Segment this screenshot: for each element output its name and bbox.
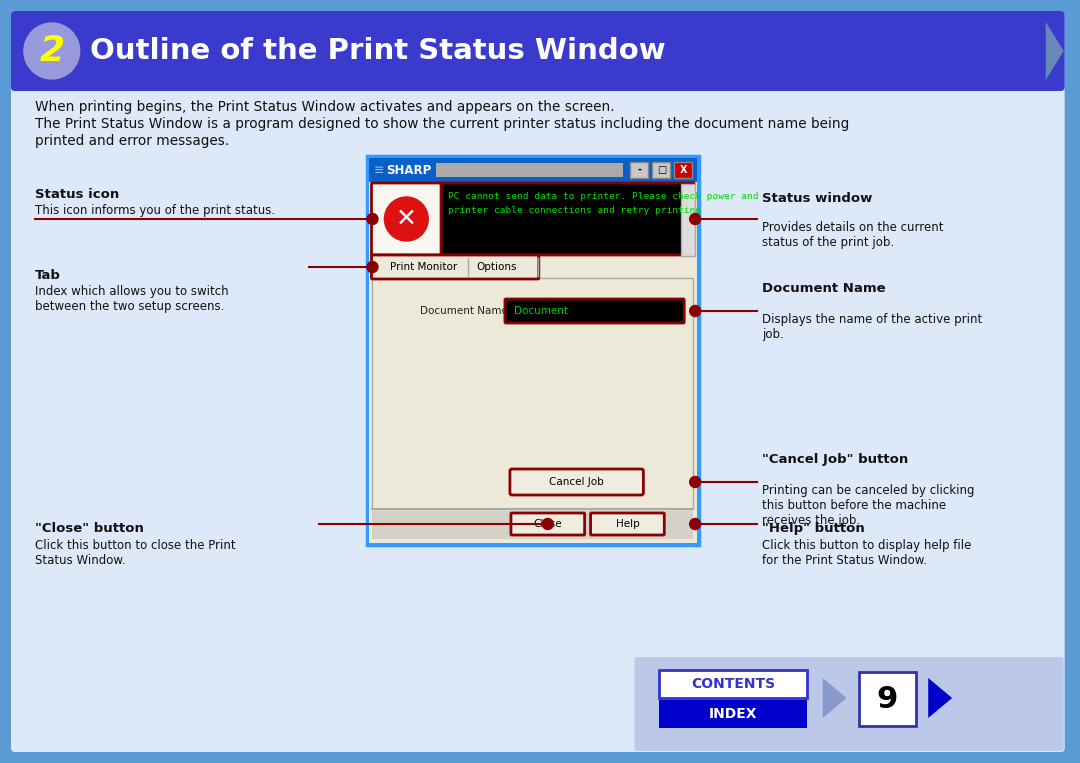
Text: Document Name: Document Name [761, 282, 886, 295]
Text: CONTENTS: CONTENTS [691, 677, 775, 691]
Text: Status icon: Status icon [35, 188, 119, 201]
FancyBboxPatch shape [511, 513, 584, 535]
Text: Close: Close [534, 519, 562, 529]
Text: receives the job.: receives the job. [761, 514, 860, 527]
FancyBboxPatch shape [436, 163, 623, 177]
Text: Displays the name of the active print: Displays the name of the active print [761, 313, 982, 326]
FancyBboxPatch shape [681, 184, 696, 256]
Circle shape [690, 305, 701, 317]
Text: Document: Document [514, 306, 568, 316]
FancyBboxPatch shape [510, 469, 644, 495]
Text: Help: Help [616, 519, 639, 529]
Text: 2: 2 [39, 34, 65, 68]
Text: PC cannot send data to printer. Please check power and: PC cannot send data to printer. Please c… [448, 192, 758, 201]
Text: Provides details on the current: Provides details on the current [761, 221, 944, 234]
Text: Cancel Job: Cancel Job [550, 477, 604, 487]
Circle shape [690, 477, 701, 488]
FancyBboxPatch shape [11, 11, 1065, 752]
Text: -: - [637, 165, 642, 175]
Text: ✕: ✕ [396, 207, 417, 231]
Text: Print Monitor: Print Monitor [390, 262, 458, 272]
FancyBboxPatch shape [11, 11, 1065, 91]
Text: Click this button to display help file: Click this button to display help file [761, 539, 971, 552]
Text: "Close" button: "Close" button [35, 522, 144, 535]
FancyBboxPatch shape [659, 670, 807, 698]
FancyBboxPatch shape [372, 183, 442, 255]
Circle shape [690, 519, 701, 530]
Text: Document Name:: Document Name: [420, 306, 512, 316]
Polygon shape [823, 678, 847, 718]
FancyBboxPatch shape [859, 672, 916, 726]
Text: When printing begins, the Print Status Window activates and appears on the scree: When printing begins, the Print Status W… [35, 100, 615, 114]
Text: X: X [679, 165, 687, 175]
Text: Index which allows you to switch: Index which allows you to switch [35, 285, 229, 298]
Text: Outline of the Print Status Window: Outline of the Print Status Window [90, 37, 665, 65]
FancyBboxPatch shape [591, 513, 664, 535]
Text: Options: Options [476, 262, 516, 272]
Text: this button before the machine: this button before the machine [761, 499, 946, 512]
FancyBboxPatch shape [652, 162, 671, 178]
FancyBboxPatch shape [373, 278, 693, 509]
Text: "Cancel Job" button: "Cancel Job" button [761, 453, 908, 466]
FancyBboxPatch shape [372, 255, 539, 279]
Text: for the Print Status Window.: for the Print Status Window. [761, 554, 927, 567]
Circle shape [24, 23, 80, 79]
Circle shape [384, 197, 429, 241]
Text: This icon informs you of the print status.: This icon informs you of the print statu… [35, 204, 275, 217]
Text: "Help" button: "Help" button [761, 522, 865, 535]
Text: Click this button to close the Print: Click this button to close the Print [35, 539, 235, 552]
Text: status of the print job.: status of the print job. [761, 236, 894, 249]
Polygon shape [1045, 22, 1064, 80]
Text: SHARP: SHARP [387, 163, 432, 176]
Circle shape [367, 214, 378, 224]
Text: Status Window.: Status Window. [35, 554, 125, 567]
Circle shape [542, 519, 553, 530]
FancyBboxPatch shape [366, 156, 699, 545]
FancyBboxPatch shape [505, 299, 685, 323]
Polygon shape [928, 678, 953, 718]
FancyBboxPatch shape [368, 158, 698, 543]
Text: Printing can be canceled by clicking: Printing can be canceled by clicking [761, 484, 974, 497]
FancyBboxPatch shape [373, 511, 693, 539]
FancyBboxPatch shape [442, 183, 694, 255]
Text: printer cable connections and retry printing: printer cable connections and retry prin… [448, 206, 701, 215]
Text: 9: 9 [877, 684, 899, 713]
FancyBboxPatch shape [631, 162, 648, 178]
Text: printed and error messages.: printed and error messages. [35, 134, 229, 148]
Text: Status window: Status window [761, 192, 873, 205]
Text: The Print Status Window is a program designed to show the current printer status: The Print Status Window is a program des… [35, 117, 849, 131]
FancyBboxPatch shape [674, 162, 692, 178]
Text: job.: job. [761, 328, 784, 341]
FancyBboxPatch shape [634, 657, 1064, 751]
Text: between the two setup screens.: between the two setup screens. [35, 300, 225, 313]
Text: INDEX: INDEX [708, 707, 757, 721]
Text: ≡: ≡ [374, 163, 384, 176]
FancyBboxPatch shape [368, 158, 698, 182]
Circle shape [690, 214, 701, 224]
Circle shape [367, 262, 378, 272]
FancyBboxPatch shape [659, 700, 807, 728]
Text: Tab: Tab [35, 269, 60, 282]
Text: □: □ [657, 165, 666, 175]
